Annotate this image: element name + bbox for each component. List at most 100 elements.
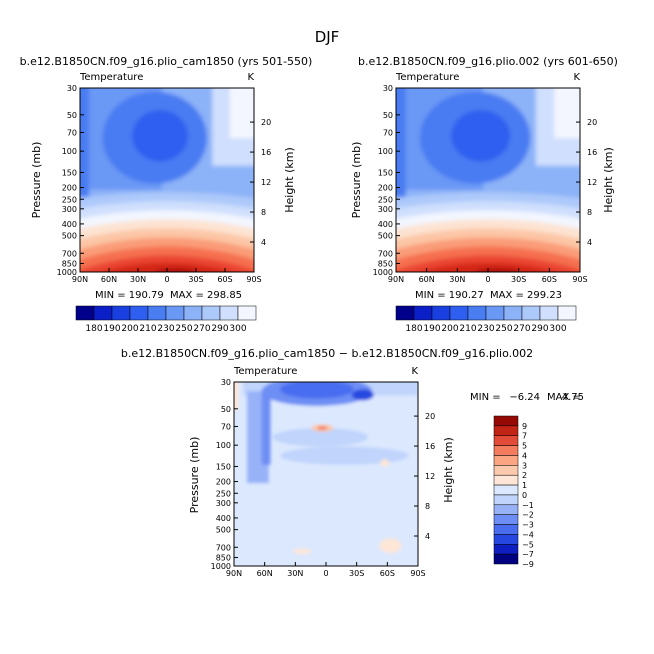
y-tick-label: 850 xyxy=(378,259,393,268)
panel-right-subtitle-variable: Temperature xyxy=(395,72,459,83)
colorbar-label: −9 xyxy=(522,560,534,569)
colorbar-box xyxy=(493,484,519,496)
y-right-tick-label: 8 xyxy=(587,208,592,217)
y-right-tick-label: 12 xyxy=(425,472,435,481)
colorbar-box xyxy=(93,305,113,321)
field-band xyxy=(229,88,254,139)
y-right-tick-label: 20 xyxy=(587,118,597,127)
panel-left-plot xyxy=(80,88,254,272)
x-tick-label: 30S xyxy=(188,275,203,284)
colorbar-label: 9 xyxy=(522,422,527,431)
panel-diff-subtitle-units: K xyxy=(411,366,418,377)
colorbar-label: 0 xyxy=(522,491,527,500)
panel-right-x-ticks: 90N 60N 30N 0 30S 60S 90S xyxy=(388,268,588,284)
field-band xyxy=(316,426,328,430)
x-tick-label: 90S xyxy=(410,569,425,578)
y-tick-label: 850 xyxy=(216,553,231,562)
y-right-tick-label: 12 xyxy=(587,178,597,187)
y-tick-label: 700 xyxy=(62,249,77,258)
difference-field xyxy=(234,382,418,566)
colorbar-right: 180 190 200 210 230 250 270 290 300 xyxy=(395,305,577,334)
panel-diff-y-ticks-right: 20 16 12 8 4 xyxy=(414,412,435,541)
y-tick-label: 30 xyxy=(67,84,77,93)
colorbar-label: 290 xyxy=(211,324,228,334)
colorbar-box xyxy=(493,524,519,535)
colorbar-label: 190 xyxy=(103,324,120,334)
colorbar-label: 250 xyxy=(495,324,512,334)
colorbar-label: 3 xyxy=(522,461,527,470)
colorbar-label: 180 xyxy=(405,324,422,334)
y-right-tick-label: 4 xyxy=(425,532,430,541)
y-tick-label: 700 xyxy=(216,543,231,552)
y-tick-label: 300 xyxy=(378,205,393,214)
colorbar-box xyxy=(493,534,519,545)
colorbar-label: 180 xyxy=(85,324,102,334)
colorbar-label: 200 xyxy=(121,324,138,334)
y-tick-label: 200 xyxy=(62,184,77,193)
colorbar-box xyxy=(539,305,559,321)
field-band xyxy=(234,382,239,411)
panel-diff: b.e12.B1850CN.f09_g16.plio_cam1850 − b.e… xyxy=(121,347,584,578)
y-tick-label: 50 xyxy=(67,111,77,120)
x-tick-label: 30N xyxy=(449,275,465,284)
x-tick-label: 60S xyxy=(542,275,557,284)
colorbar-label: 4 xyxy=(522,451,527,460)
colorbar-box xyxy=(493,474,519,486)
colorbar-box xyxy=(493,514,519,525)
y-right-tick-label: 16 xyxy=(425,442,435,451)
x-tick-label: 30N xyxy=(287,569,303,578)
field-band xyxy=(292,548,312,555)
y-tick-label: 250 xyxy=(216,489,231,498)
colorbar-box xyxy=(395,305,415,321)
figure-title: DJF xyxy=(315,28,340,46)
y-tick-label: 1000 xyxy=(211,562,231,571)
y-tick-label: 50 xyxy=(383,111,393,120)
colorbar-box xyxy=(75,305,95,321)
colorbar-box xyxy=(493,494,519,506)
y-tick-label: 850 xyxy=(62,259,77,268)
panel-right-min-label: MIN = 190.27 xyxy=(415,290,484,301)
panel-right: b.e12.B1850CN.f09_g16.plio.002 (yrs 601-… xyxy=(350,55,618,301)
panel-diff-x-ticks: 90N 60N 30N 0 30S 60S 90S xyxy=(226,562,426,578)
field-band xyxy=(351,389,374,401)
y-tick-label: 200 xyxy=(216,478,231,487)
panel-left-ylabel-right: Height (km) xyxy=(283,147,296,213)
colorbar-box xyxy=(183,305,203,321)
x-tick-label: 60S xyxy=(380,569,395,578)
y-right-tick-label: 4 xyxy=(587,238,592,247)
y-tick-label: 150 xyxy=(378,168,393,177)
panel-right-title: b.e12.B1850CN.f09_g16.plio.002 (yrs 601-… xyxy=(358,55,618,68)
colorbar-box xyxy=(493,435,519,446)
y-tick-label: 300 xyxy=(62,205,77,214)
colorbar-label: 300 xyxy=(549,324,566,334)
panel-left: b.e12.B1850CN.f09_g16.plio_cam1850 (yrs … xyxy=(20,55,313,301)
panel-diff-ylabel: Pressure (mb) xyxy=(188,437,201,514)
panel-diff-max-label: MAX = xyxy=(547,392,581,403)
x-tick-label: 0 xyxy=(323,569,328,578)
field-band xyxy=(380,459,390,467)
x-tick-label: 90S xyxy=(246,275,261,284)
panel-diff-title: b.e12.B1850CN.f09_g16.plio_cam1850 − b.e… xyxy=(121,347,533,360)
y-right-tick-label: 16 xyxy=(261,148,271,157)
colorbar-label: −3 xyxy=(522,521,534,530)
y-tick-label: 30 xyxy=(221,378,231,387)
colorbar-box xyxy=(557,305,577,321)
y-tick-label: 50 xyxy=(221,405,231,414)
colorbar-label: 250 xyxy=(175,324,192,334)
colorbar-label: −2 xyxy=(522,511,534,520)
y-tick-label: 400 xyxy=(378,220,393,229)
panel-diff-plot xyxy=(234,382,418,566)
panel-right-max-label: MAX = 299.23 xyxy=(490,290,562,301)
panel-right-y-ticks-right: 20 16 12 8 4 xyxy=(576,118,597,247)
panel-left-subtitle-variable: Temperature xyxy=(79,72,143,83)
colorbar-label: 5 xyxy=(522,442,527,451)
field-band xyxy=(554,88,580,139)
colorbar-box xyxy=(165,305,185,321)
colorbar-box xyxy=(431,305,451,321)
temperature-field xyxy=(396,88,580,272)
colorbar-label: 290 xyxy=(531,324,548,334)
colorbar-box xyxy=(493,553,519,565)
